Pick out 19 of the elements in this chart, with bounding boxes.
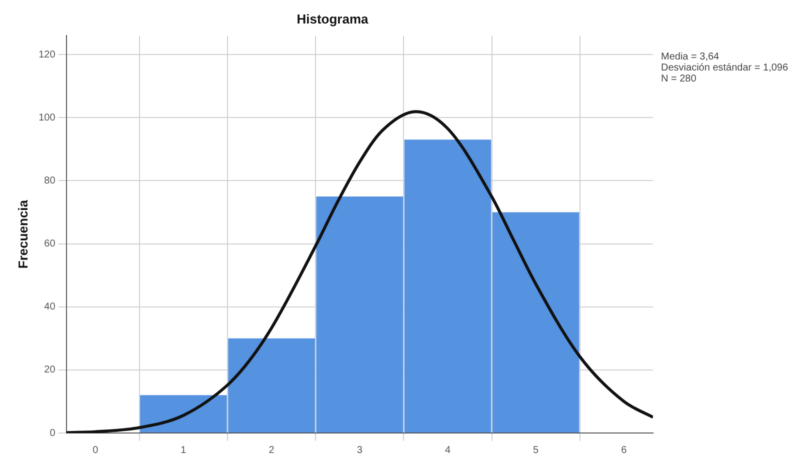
y-tick-label: 100 (38, 112, 56, 124)
y-tick-label: 20 (44, 364, 56, 376)
x-tick-label: 5 (533, 444, 540, 456)
y-tick-label: 0 (50, 428, 56, 439)
text: Media = 3,64 (661, 51, 720, 62)
y-axis-title: Frecuencia (15, 199, 30, 269)
text: Desviación estándar = 1,096 (661, 62, 788, 74)
y-tick-label: 120 (38, 49, 56, 60)
y-tick-label: 60 (44, 238, 56, 250)
text: N = 280 (661, 73, 697, 84)
y-tick-label: 40 (44, 302, 56, 313)
chart-title: Histograma (296, 11, 370, 26)
x-tick-label: 3 (356, 444, 363, 456)
x-tick-label: 6 (621, 444, 628, 456)
x-tick-label: 4 (444, 444, 451, 456)
y-tick-label: 80 (44, 175, 56, 186)
x-tick-label: 0 (92, 444, 99, 456)
x-tick-label: 2 (268, 444, 275, 456)
x-tick-label: 1 (180, 444, 187, 456)
